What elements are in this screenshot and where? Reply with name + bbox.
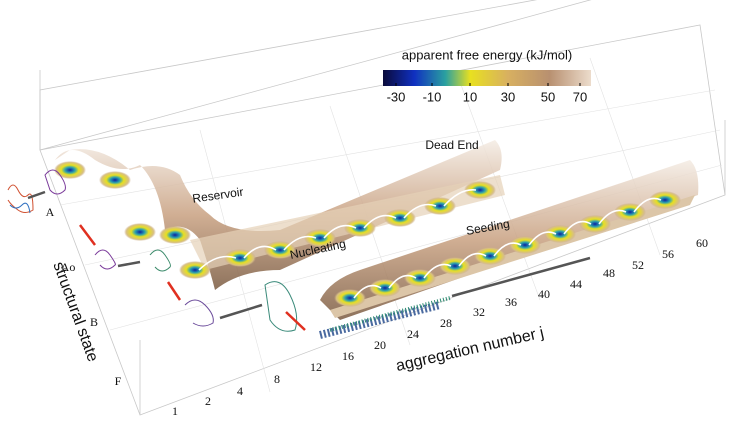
colorbar-tick-label: 30 xyxy=(501,89,515,104)
x-tick-label: 48 xyxy=(603,266,615,280)
well xyxy=(464,181,496,199)
x-tick-label: 20 xyxy=(374,338,386,352)
annotation: Reservoir xyxy=(191,185,244,206)
y-tick-label: Ao xyxy=(61,260,76,274)
x-tick-label: 44 xyxy=(570,277,582,291)
colorbar xyxy=(383,70,591,86)
colorbar-tick-label: 50 xyxy=(541,89,555,104)
well xyxy=(509,236,541,254)
colorbar-title: apparent free energy (kJ/mol) xyxy=(402,47,573,62)
y-axis-label: structural state xyxy=(49,260,101,365)
colorbar-tick-label: -30 xyxy=(387,89,406,104)
arrows xyxy=(27,190,591,331)
x-tick-label: 16 xyxy=(342,349,354,363)
x-tick-label: 52 xyxy=(632,258,644,272)
x-tick-label: 32 xyxy=(473,305,485,319)
x-tick-label: 2 xyxy=(205,394,211,408)
well xyxy=(124,223,156,241)
well xyxy=(474,247,506,265)
colorbar-ticks: -30 -10 10 30 50 70 xyxy=(387,83,587,104)
y-ticks: A Ao B F xyxy=(46,205,122,388)
colorbar-tick-label: 10 xyxy=(463,89,477,104)
colorbar-tick-label: 70 xyxy=(573,89,587,104)
well xyxy=(99,171,131,189)
well xyxy=(614,203,646,221)
x-tick-label: 8 xyxy=(274,372,280,386)
annotation: Dead End xyxy=(425,138,478,152)
x-tick-label: 36 xyxy=(505,295,517,309)
well xyxy=(439,257,471,275)
y-tick-label: A xyxy=(46,205,55,219)
x-tick-label: 40 xyxy=(538,287,550,301)
x-tick-label: 12 xyxy=(310,360,322,374)
well xyxy=(159,226,191,244)
well xyxy=(544,225,576,243)
y-tick-label: F xyxy=(115,374,122,388)
x-tick-label: 60 xyxy=(696,236,708,250)
well xyxy=(404,269,436,287)
x-tick-label: 28 xyxy=(440,316,452,330)
colorbar-tick-label: -10 xyxy=(423,89,442,104)
well xyxy=(579,215,611,233)
x-tick-label: 4 xyxy=(237,384,243,398)
well xyxy=(54,161,86,179)
x-tick-label: 24 xyxy=(407,327,419,341)
well xyxy=(649,191,681,209)
y-tick-label: B xyxy=(90,315,98,329)
structures xyxy=(7,169,451,339)
x-tick-label: 56 xyxy=(662,247,674,261)
well xyxy=(334,289,366,307)
path-line xyxy=(198,189,662,299)
x-tick-label: 1 xyxy=(172,404,178,418)
energy-wells xyxy=(54,161,681,307)
well xyxy=(369,279,401,297)
